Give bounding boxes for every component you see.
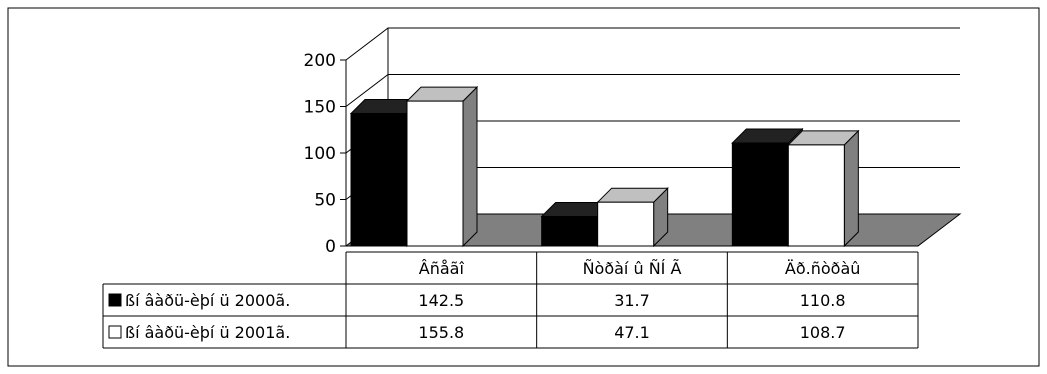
y-tick-label: 150 <box>304 98 336 118</box>
legend-label: ßí âàðü-èþí ü 2001ã. <box>125 323 290 342</box>
legend-label: ßí âàðü-èþí ü 2000ã. <box>125 291 290 310</box>
chart-border <box>7 7 1040 367</box>
side-gridline <box>345 27 389 61</box>
y-tick-label: 200 <box>304 51 336 71</box>
legend-key <box>108 293 122 307</box>
plot-grid <box>345 27 960 214</box>
bar-front <box>350 112 408 247</box>
bar-side <box>843 129 859 248</box>
bar-front <box>541 216 599 247</box>
y-axis: 0 50 100 150 200 <box>304 51 347 257</box>
data-label: 108.7 <box>800 323 846 342</box>
bar-front <box>787 144 845 247</box>
y-tick-label: 0 <box>325 237 336 257</box>
bar-front <box>731 142 789 247</box>
bar-front <box>597 201 655 247</box>
bars <box>349 85 860 248</box>
category-label: Ñòðàí û ÑÍ Ã <box>583 259 682 278</box>
data-label: 31.7 <box>614 291 650 310</box>
side-gridline <box>345 74 389 107</box>
y-tick-label: 50 <box>314 191 336 211</box>
y-tick-label: 100 <box>304 144 336 164</box>
data-table: Âñåãî Ñòðàí û ÑÍ Ã Äð.ñòðàû ßí âàðü-èþí ü 2… <box>102 251 919 349</box>
data-label: 47.1 <box>614 323 650 342</box>
data-label: 142.5 <box>418 291 464 310</box>
data-label: 110.8 <box>800 291 846 310</box>
bar-side <box>462 85 478 248</box>
data-label: 155.8 <box>418 323 464 342</box>
legend-key <box>108 325 122 339</box>
bar-front <box>406 100 464 247</box>
category-label: Äð.ñòðàû <box>785 259 860 278</box>
category-label: Âñåãî <box>419 259 465 278</box>
